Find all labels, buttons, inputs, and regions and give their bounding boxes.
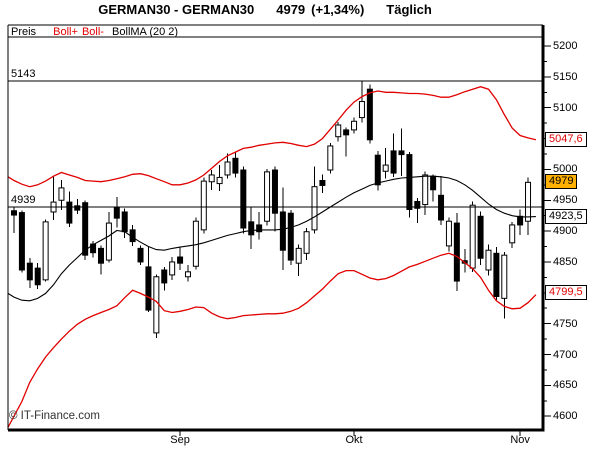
chart-title: GERMAN30 - GERMAN30 4979 (+1,34%) Täglic… — [0, 2, 530, 17]
legend-boll-minus: Boll- — [81, 26, 104, 38]
series-label-preis: Preis — [11, 26, 37, 38]
instrument-name: GERMAN30 - GERMAN30 — [98, 2, 255, 17]
legend-boll-plus: Boll+ — [53, 26, 78, 38]
timeframe-label: Täglich — [386, 2, 432, 17]
legend-bar: Preis Boll+ Boll- BollMA (20 2) — [11, 26, 183, 38]
legend-bollma: BollMA (20 2) — [112, 26, 179, 38]
last-price-and-change: 4979 (+1,34%) — [276, 2, 364, 17]
watermark: © IT-Finance.com — [9, 410, 100, 422]
last-price: 4979 — [276, 2, 306, 17]
price-change: (+1,34%) — [311, 2, 365, 17]
